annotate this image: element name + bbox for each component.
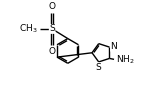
Text: S: S bbox=[96, 63, 102, 72]
Text: NH$_2$: NH$_2$ bbox=[116, 54, 135, 66]
Text: CH$_3$: CH$_3$ bbox=[19, 23, 38, 35]
Text: N: N bbox=[111, 42, 117, 51]
Text: O: O bbox=[49, 47, 56, 56]
Text: O: O bbox=[49, 2, 56, 11]
Text: S: S bbox=[49, 24, 55, 33]
